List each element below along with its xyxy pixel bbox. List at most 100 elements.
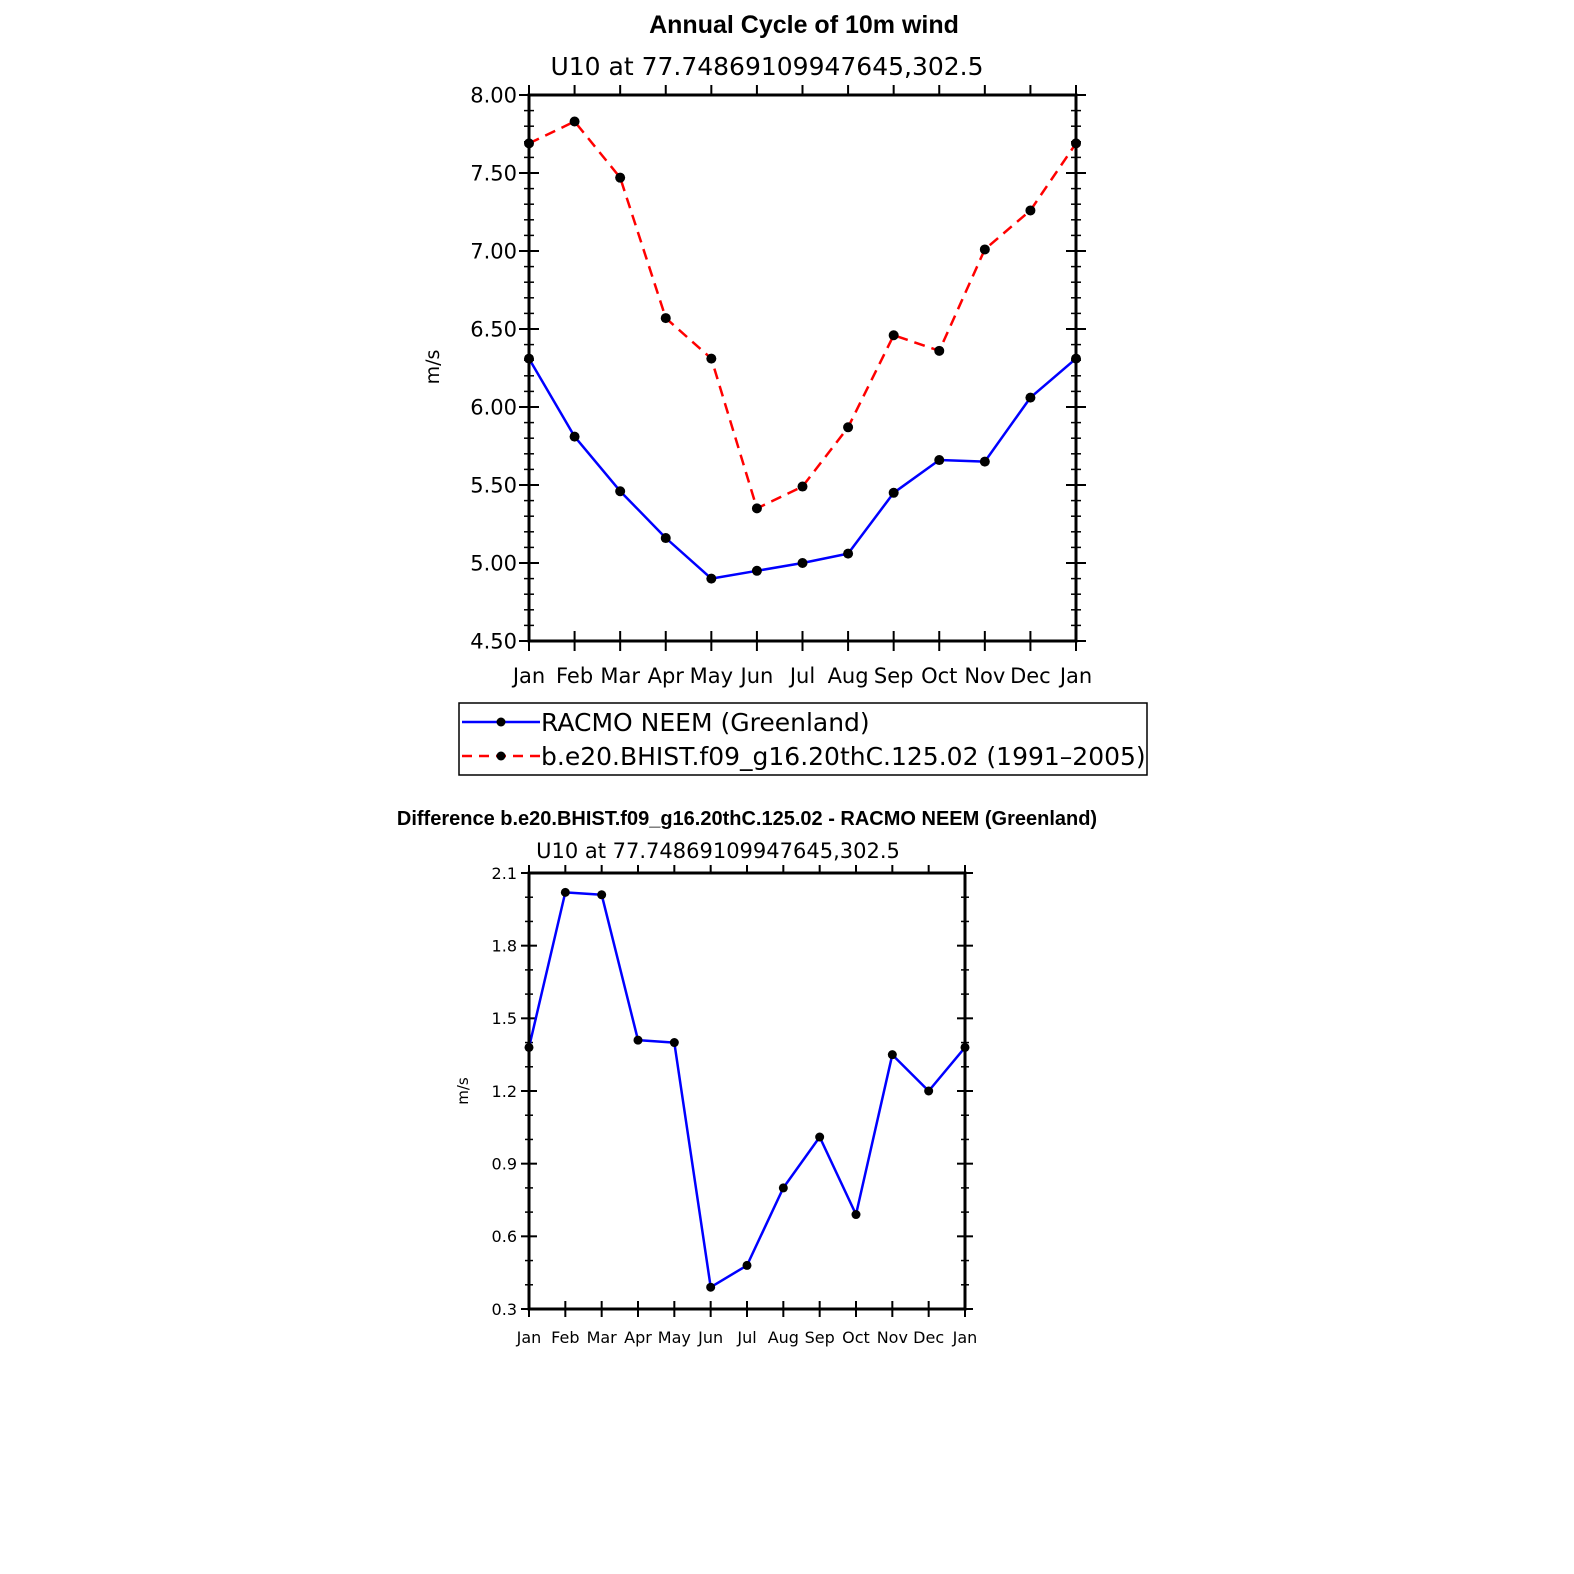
- data-point: [569, 116, 580, 127]
- axis-ticks: [521, 865, 973, 1317]
- data-point: [706, 573, 717, 584]
- data-point: [934, 455, 945, 466]
- series-line-0: [527, 357, 1077, 580]
- plot-frame: [527, 93, 1078, 643]
- difference-chart: Difference b.e20.BHIST.f09_g16.20thC.125…: [397, 808, 1097, 1347]
- series-layer: [524, 116, 1081, 584]
- series-layer: [524, 887, 970, 1292]
- data-point: [797, 558, 808, 568]
- data-point: [742, 1260, 752, 1270]
- y-tick-label: 7.50: [470, 162, 517, 186]
- y-tick-labels: 0.3 0.6 0.9 1.2 1.5 1.8 2.1: [492, 864, 517, 1319]
- data-point: [706, 353, 717, 364]
- data-point: [751, 503, 762, 514]
- y-tick-label: 0.3: [492, 1300, 517, 1319]
- y-tick-label: 0.9: [492, 1154, 517, 1173]
- y-tick-label: 4.50: [470, 630, 517, 654]
- x-tick-label: Dec: [913, 1328, 944, 1347]
- data-point: [851, 1210, 861, 1220]
- x-tick-label: Jan: [1058, 664, 1092, 688]
- legend-label-racmo: RACMO NEEM (Greenland): [541, 708, 870, 737]
- x-tick-label: Jan: [516, 1328, 542, 1347]
- chart-subtitle: U10 at 77.74869109947645,302.5: [536, 839, 900, 863]
- data-point: [1025, 205, 1036, 216]
- x-tick-labels: Jan Feb Mar Apr May Jun Jul Aug Sep Oct Nov Dec Jan: [511, 664, 1092, 688]
- data-point: [633, 1035, 643, 1045]
- data-point: [615, 486, 626, 497]
- data-point: [751, 565, 762, 576]
- x-tick-label: Apr: [624, 1328, 652, 1347]
- legend-item-racmo: RACMO NEEM (Greenland): [462, 708, 870, 737]
- chart-subtitle: U10 at 77.74869109947645,302.5: [550, 52, 983, 81]
- y-tick-label: 7.00: [470, 240, 517, 264]
- data-point: [778, 1183, 788, 1193]
- data-point: [597, 890, 607, 900]
- x-tick-label: Nov: [964, 664, 1005, 688]
- data-point: [979, 456, 990, 467]
- chart-title: Difference b.e20.BHIST.f09_g16.20thC.125…: [397, 808, 1097, 830]
- plot-frame: [527, 871, 967, 1311]
- x-tick-label: Mar: [600, 664, 640, 688]
- y-axis-label: m/s: [422, 350, 444, 385]
- y-tick-labels: 4.50 5.00 5.50 6.00 6.50 7.00 7.50 8.00: [470, 84, 517, 654]
- x-tick-label: Jul: [788, 664, 815, 688]
- y-tick-label: 1.8: [492, 936, 517, 955]
- x-tick-label: May: [658, 1328, 691, 1347]
- chart-title: Annual Cycle of 10m wind: [649, 11, 959, 39]
- data-point: [615, 172, 626, 183]
- data-point: [815, 1132, 825, 1142]
- y-tick-label: 5.50: [470, 474, 517, 498]
- legend: RACMO NEEM (Greenland) b.e20.BHIST.f09_g…: [458, 702, 1148, 776]
- data-point: [888, 487, 899, 498]
- series-line-0: [527, 891, 966, 1289]
- y-tick-label: 0.6: [492, 1227, 517, 1246]
- y-tick-label: 6.50: [470, 318, 517, 342]
- x-tick-label: Jun: [697, 1328, 723, 1347]
- x-tick-label: Feb: [551, 1328, 579, 1347]
- x-tick-label: Sep: [874, 664, 914, 688]
- y-tick-label: 1.5: [492, 1009, 517, 1028]
- data-point: [1025, 392, 1036, 403]
- x-tick-labels: Jan Feb Mar Apr May Jun Jul Aug Sep Oct Nov Dec Jan: [516, 1328, 978, 1347]
- x-tick-label: May: [690, 664, 733, 688]
- x-tick-label: Jun: [739, 664, 774, 688]
- x-tick-label: Aug: [768, 1328, 799, 1347]
- data-point: [979, 244, 990, 255]
- x-tick-label: Apr: [648, 664, 685, 688]
- legend-marker-racmo: [496, 717, 506, 727]
- x-tick-label: Jan: [511, 664, 545, 688]
- annual-cycle-chart: Annual Cycle of 10m wind U10 at 77.74869…: [422, 11, 1148, 776]
- y-tick-label: 6.00: [470, 396, 517, 420]
- data-point: [797, 481, 808, 492]
- data-point: [924, 1086, 934, 1096]
- y-axis-label: m/s: [454, 1077, 472, 1105]
- x-tick-label: Oct: [842, 1328, 870, 1347]
- legend-marker-model: [496, 751, 506, 761]
- data-point: [669, 1038, 679, 1048]
- legend-label-model: b.e20.BHIST.f09_g16.20thC.125.02 (1991–2…: [541, 742, 1146, 771]
- x-tick-label: Nov: [877, 1328, 908, 1347]
- x-tick-label: Feb: [556, 664, 593, 688]
- data-point: [569, 431, 580, 442]
- y-tick-label: 1.2: [492, 1082, 517, 1101]
- data-point: [660, 533, 671, 544]
- x-tick-label: Sep: [805, 1328, 835, 1347]
- data-point: [843, 548, 854, 559]
- data-point: [660, 313, 671, 324]
- x-tick-label: Aug: [828, 664, 869, 688]
- data-point: [706, 1282, 716, 1292]
- x-tick-label: Dec: [1010, 664, 1051, 688]
- y-tick-label: 8.00: [470, 84, 517, 108]
- data-point: [887, 1050, 897, 1060]
- x-tick-label: Jul: [736, 1328, 756, 1347]
- x-tick-label: Jan: [952, 1328, 978, 1347]
- data-point: [934, 345, 945, 356]
- legend-box: [458, 702, 1148, 776]
- x-tick-label: Oct: [921, 664, 957, 688]
- data-point: [560, 887, 570, 897]
- y-tick-label: 2.1: [492, 864, 517, 883]
- legend-item-model: b.e20.BHIST.f09_g16.20thC.125.02 (1991–2…: [462, 742, 1146, 771]
- y-tick-label: 5.00: [470, 552, 517, 576]
- data-point: [888, 330, 899, 341]
